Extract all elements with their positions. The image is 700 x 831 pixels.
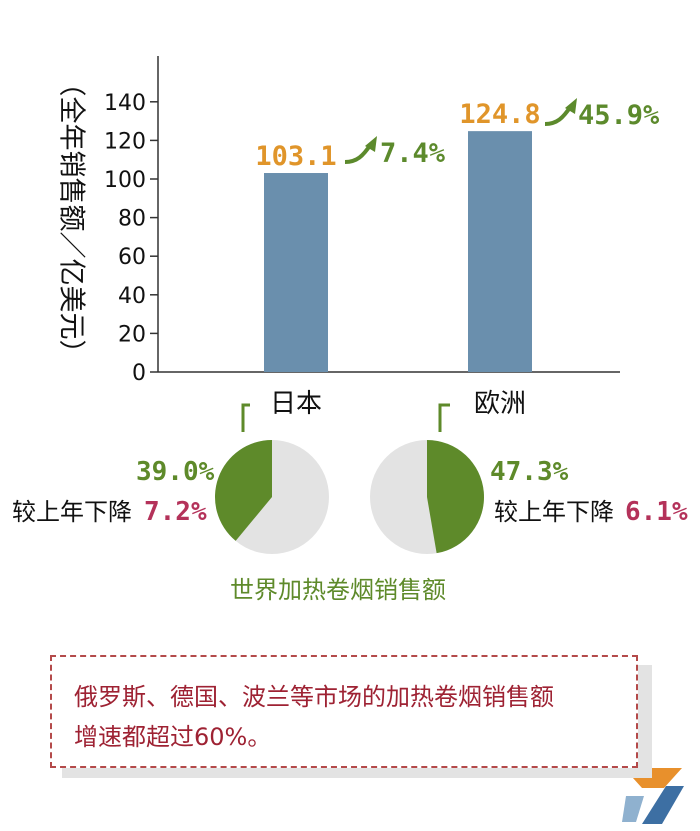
pie-share-slice-1: [427, 440, 485, 554]
pie-connector-japan: [241, 403, 250, 432]
y-tick-label: 0: [132, 361, 146, 386]
note-line-2: 增速都超过60%。: [74, 723, 272, 751]
growth-label-japan: 7.4%: [380, 138, 446, 169]
growth-arrow-icon: [544, 98, 577, 126]
bar-value-label-0: 103.1: [255, 141, 336, 172]
y-tick-label: 20: [118, 322, 146, 347]
y-tick-label: 100: [104, 168, 146, 193]
category-label-europe: 欧洲: [474, 389, 526, 419]
y-tick-label: 40: [118, 284, 146, 309]
pie-change-text-europe: 较上年下降: [494, 498, 614, 526]
y-axis-label: （全年销售额／亿美元）: [56, 70, 87, 367]
pie-change-value-europe: 6.1%: [625, 497, 688, 527]
pie-change-text-japan: 较上年下降: [12, 498, 132, 526]
bar-1: [468, 131, 532, 372]
note-box: 俄罗斯、德国、波兰等市场的加热卷烟销售额 增速都超过60%。: [50, 655, 638, 768]
bar-0: [264, 173, 328, 372]
y-tick-label: 80: [118, 207, 146, 232]
bar-value-label-1: 124.8: [459, 99, 540, 130]
pie-connector-europe: [438, 403, 450, 432]
growth-arrow-icon: [344, 136, 377, 164]
y-tick-label: 120: [104, 129, 146, 154]
note-line-1: 俄罗斯、德国、波兰等市场的加热卷烟销售额: [74, 683, 554, 711]
pie-share-label-japan: 39.0%: [136, 457, 215, 487]
pie-change-value-japan: 7.2%: [144, 497, 207, 527]
y-tick-label: 60: [118, 245, 146, 270]
category-label-japan: 日本: [270, 389, 322, 419]
y-tick-label: 140: [104, 91, 146, 116]
pie-section-title: 世界加热卷烟销售额: [230, 576, 446, 604]
growth-label-europe: 45.9%: [578, 100, 660, 131]
note-text: 俄罗斯、德国、波兰等市场的加热卷烟销售额 增速都超过60%。: [74, 677, 616, 757]
pie-share-slice-0: [214, 440, 272, 541]
pie-share-label-europe: 47.3%: [490, 457, 569, 487]
